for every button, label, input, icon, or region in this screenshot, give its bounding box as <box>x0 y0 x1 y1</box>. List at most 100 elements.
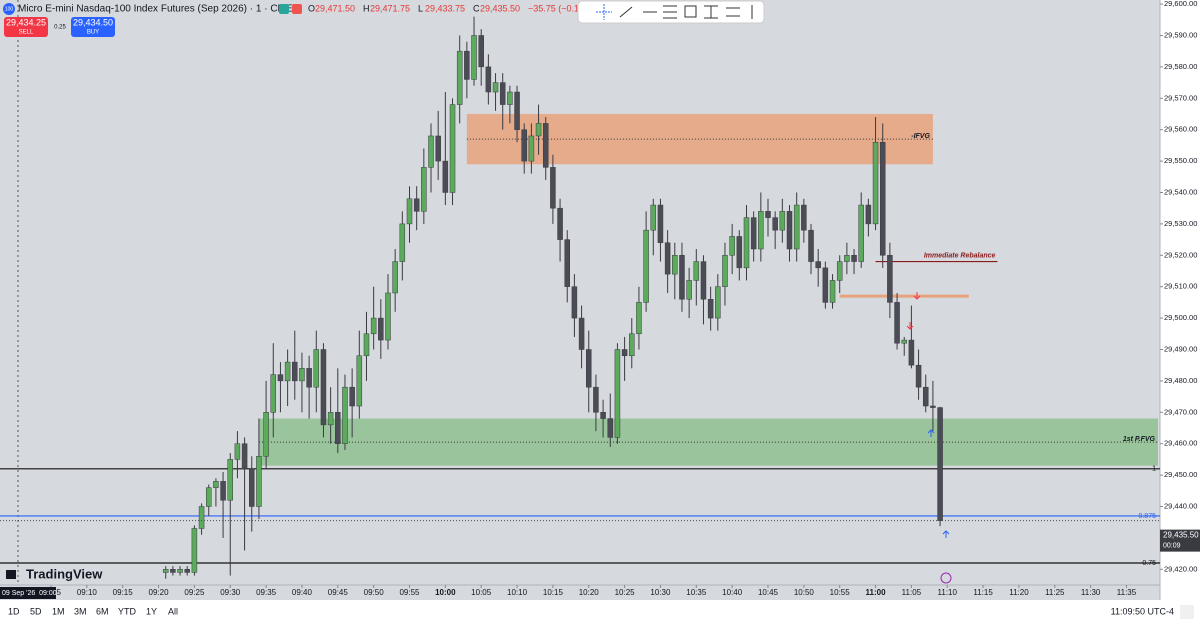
candle-body <box>829 280 836 303</box>
candle-body <box>256 456 262 507</box>
y-tick-label: 29,480.00 <box>1164 376 1197 385</box>
candle-body <box>378 317 384 341</box>
candle-body <box>586 349 592 388</box>
candle-body <box>915 364 922 388</box>
candle-body <box>550 167 556 209</box>
candle-body <box>227 459 233 501</box>
candle-body <box>535 123 542 137</box>
zone-label: 1st P.FVG <box>1123 436 1156 443</box>
y-tick-label: 29,590.00 <box>1164 30 1197 39</box>
candle-body <box>715 286 721 319</box>
candle-body <box>277 374 284 382</box>
candle-body <box>836 261 843 281</box>
signal-arrow-down <box>906 322 914 330</box>
logo-mark <box>6 570 16 579</box>
candle-body <box>858 204 864 262</box>
candle-body <box>313 349 320 388</box>
tool-position[interactable] <box>726 7 740 17</box>
range-button[interactable]: 5D <box>30 606 42 616</box>
candle-body <box>786 211 793 250</box>
tool-trendline[interactable] <box>619 6 633 18</box>
symbol-icon <box>3 3 15 15</box>
logo-text: TradingView <box>26 566 103 581</box>
y-tick-label: 29,500.00 <box>1164 313 1197 322</box>
candle-body <box>621 349 628 357</box>
x-tick-label: 10:00 <box>435 588 456 597</box>
x-tick-label: 11:25 <box>1045 588 1065 597</box>
range-button[interactable]: All <box>168 606 178 616</box>
candle-body <box>700 261 707 300</box>
candle-body <box>327 412 334 426</box>
candle-body <box>815 261 821 269</box>
candle-body <box>270 374 277 413</box>
candle-body <box>879 141 886 256</box>
x-tick-label: 09:10 <box>77 588 98 597</box>
candle-body <box>170 569 176 573</box>
sell-button[interactable] <box>4 17 48 37</box>
candle-body <box>514 91 520 130</box>
zone-label: -IFVG <box>911 133 930 140</box>
candle-body <box>578 317 585 350</box>
drawing-toolbar <box>577 0 765 24</box>
x-tick-label: 10:25 <box>615 588 636 597</box>
candle-body <box>335 412 341 444</box>
tool-crosshair[interactable] <box>596 4 612 20</box>
candle-body <box>672 255 678 275</box>
range-button[interactable]: YTD <box>118 606 137 616</box>
x-tick-label: 11:30 <box>1081 588 1101 597</box>
x-tick-label: 11:00 <box>866 588 887 597</box>
candle-body <box>363 333 370 357</box>
buy-button[interactable] <box>71 17 115 37</box>
x-tick-label: 09:55 <box>399 588 420 597</box>
candle-body <box>213 481 219 488</box>
signal-arrow-up <box>942 530 950 538</box>
candle-body <box>299 368 305 382</box>
candle-body <box>249 468 255 507</box>
candle-body <box>449 104 456 193</box>
y-tick-label: 29,600.00 <box>1164 0 1197 8</box>
event-icon <box>940 572 952 584</box>
range-button[interactable]: 6M <box>96 606 109 616</box>
signal-arrow-down <box>913 292 921 300</box>
range-button[interactable]: 1D <box>8 606 20 616</box>
candle-body <box>865 204 872 225</box>
tool-fib[interactable] <box>663 5 677 19</box>
x-tick-label: 11:10 <box>938 588 958 597</box>
candle-body <box>643 229 649 303</box>
candle-body <box>191 528 198 573</box>
candle-body <box>650 204 657 231</box>
range-button[interactable]: 3M <box>74 606 87 616</box>
candle-body <box>729 236 735 256</box>
y-tick-label: 29,450.00 <box>1164 470 1197 479</box>
candle-body <box>413 198 420 212</box>
candle-body <box>162 569 169 573</box>
candle-body <box>851 255 857 262</box>
candle-body <box>793 204 800 250</box>
y-tick-label: 29,570.00 <box>1164 93 1197 102</box>
date-badge-label: 09 Sep '26 09:00 <box>2 590 57 597</box>
price-badge-label: 29,435.50 <box>1163 531 1199 540</box>
fib-label: 0.75 <box>1142 560 1156 567</box>
range-button[interactable]: 1Y <box>146 606 157 616</box>
candle-body <box>198 506 205 529</box>
candle-body <box>901 339 907 344</box>
y-tick-label: 29,420.00 <box>1164 564 1197 573</box>
range-button[interactable]: 1M <box>52 606 65 616</box>
ohlc-key: O <box>308 3 315 13</box>
buy-price: 29,434.50 <box>73 17 113 27</box>
candle-body <box>571 286 578 319</box>
y-tick-label: 29,510.00 <box>1164 282 1197 291</box>
candle-body <box>607 418 614 438</box>
candle-body <box>664 242 671 275</box>
candle-body <box>908 339 915 366</box>
x-tick-label: 09:35 <box>256 588 277 597</box>
settings-icon[interactable] <box>1180 605 1194 619</box>
price-badge <box>1160 529 1200 552</box>
tool-rect[interactable] <box>684 5 697 18</box>
candle-body <box>485 66 492 93</box>
fvg-zone <box>258 418 1158 466</box>
change: −35.75 (−0.12%) <box>528 3 595 13</box>
candle-body <box>263 412 269 457</box>
tool-range[interactable] <box>704 5 718 19</box>
